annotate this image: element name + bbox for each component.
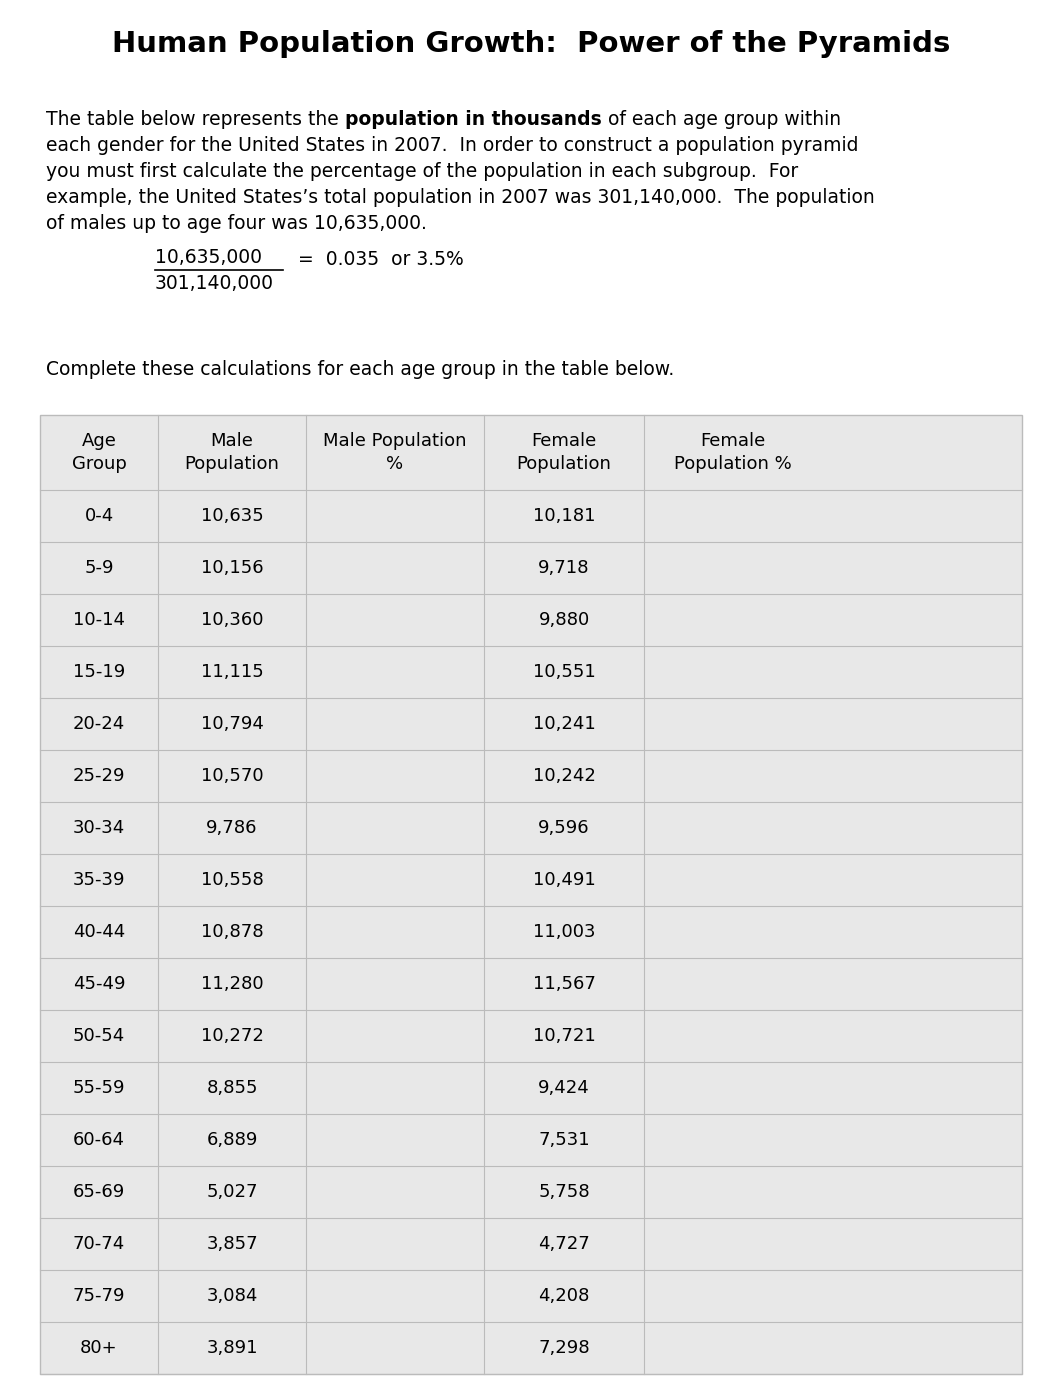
Text: Human Population Growth:  Power of the Pyramids: Human Population Growth: Power of the Py… bbox=[112, 30, 950, 58]
Text: 65-69: 65-69 bbox=[73, 1183, 125, 1201]
Text: 4,727: 4,727 bbox=[538, 1235, 589, 1253]
Text: 3,084: 3,084 bbox=[206, 1287, 258, 1305]
Text: 11,567: 11,567 bbox=[532, 975, 596, 993]
Text: 5,027: 5,027 bbox=[206, 1183, 258, 1201]
Text: 9,596: 9,596 bbox=[538, 819, 589, 837]
Text: population in thousands: population in thousands bbox=[345, 110, 601, 129]
Text: 60-64: 60-64 bbox=[73, 1131, 125, 1148]
Text: Male Population
%: Male Population % bbox=[323, 432, 467, 474]
Text: 10,635: 10,635 bbox=[201, 507, 263, 525]
Text: 11,115: 11,115 bbox=[201, 662, 263, 682]
Text: =  0.035  or 3.5%: = 0.035 or 3.5% bbox=[298, 251, 464, 269]
Text: 6,889: 6,889 bbox=[206, 1131, 258, 1148]
Bar bbox=[40, 414, 1022, 1374]
Text: of each age group within: of each age group within bbox=[601, 110, 841, 129]
Text: 301,140,000: 301,140,000 bbox=[155, 274, 274, 293]
Text: 10,491: 10,491 bbox=[533, 872, 596, 890]
Text: 50-54: 50-54 bbox=[73, 1027, 125, 1045]
Text: 75-79: 75-79 bbox=[73, 1287, 125, 1305]
Text: 10,241: 10,241 bbox=[533, 715, 596, 733]
Text: 9,786: 9,786 bbox=[206, 819, 258, 837]
Text: 10,558: 10,558 bbox=[201, 872, 263, 890]
Text: Female
Population: Female Population bbox=[516, 432, 612, 474]
Text: 10,721: 10,721 bbox=[533, 1027, 596, 1045]
Text: each gender for the United States in 2007.  In order to construct a population p: each gender for the United States in 200… bbox=[46, 136, 858, 156]
Text: 10,570: 10,570 bbox=[201, 767, 263, 785]
Text: 10,635,000: 10,635,000 bbox=[155, 248, 262, 267]
Text: 10,551: 10,551 bbox=[533, 662, 596, 682]
Text: 10,272: 10,272 bbox=[201, 1027, 263, 1045]
Text: 8,855: 8,855 bbox=[206, 1080, 258, 1097]
Text: 0-4: 0-4 bbox=[84, 507, 114, 525]
Text: The table below represents the: The table below represents the bbox=[46, 110, 345, 129]
Text: 70-74: 70-74 bbox=[73, 1235, 125, 1253]
Text: 10,794: 10,794 bbox=[201, 715, 263, 733]
Text: you must first calculate the percentage of the population in each subgroup.  For: you must first calculate the percentage … bbox=[46, 162, 799, 180]
Text: 5,758: 5,758 bbox=[538, 1183, 589, 1201]
Text: 9,880: 9,880 bbox=[538, 611, 589, 629]
Text: 10,156: 10,156 bbox=[201, 559, 263, 577]
Text: 9,718: 9,718 bbox=[538, 559, 589, 577]
Text: 10,878: 10,878 bbox=[201, 923, 263, 940]
Text: 30-34: 30-34 bbox=[73, 819, 125, 837]
Text: 40-44: 40-44 bbox=[73, 923, 125, 940]
Text: Complete these calculations for each age group in the table below.: Complete these calculations for each age… bbox=[46, 359, 674, 379]
Text: 4,208: 4,208 bbox=[538, 1287, 589, 1305]
Text: example, the United States’s total population in 2007 was 301,140,000.  The popu: example, the United States’s total popul… bbox=[46, 189, 875, 207]
Text: 7,531: 7,531 bbox=[538, 1131, 589, 1148]
Text: 10-14: 10-14 bbox=[73, 611, 125, 629]
Text: 35-39: 35-39 bbox=[73, 872, 125, 890]
Text: 25-29: 25-29 bbox=[73, 767, 125, 785]
Text: 11,003: 11,003 bbox=[533, 923, 595, 940]
Text: 80+: 80+ bbox=[81, 1338, 118, 1356]
Text: 11,280: 11,280 bbox=[201, 975, 263, 993]
Text: Male
Population: Male Population bbox=[185, 432, 279, 474]
Text: 9,424: 9,424 bbox=[538, 1080, 589, 1097]
Text: 7,298: 7,298 bbox=[538, 1338, 589, 1356]
Text: 3,857: 3,857 bbox=[206, 1235, 258, 1253]
Text: 45-49: 45-49 bbox=[73, 975, 125, 993]
Text: 15-19: 15-19 bbox=[73, 662, 125, 682]
Text: 10,242: 10,242 bbox=[532, 767, 596, 785]
Text: 55-59: 55-59 bbox=[73, 1080, 125, 1097]
Text: Age
Group: Age Group bbox=[71, 432, 126, 474]
Text: of males up to age four was 10,635,000.: of males up to age four was 10,635,000. bbox=[46, 213, 427, 233]
Text: 10,360: 10,360 bbox=[201, 611, 263, 629]
Text: 10,181: 10,181 bbox=[533, 507, 595, 525]
Text: 5-9: 5-9 bbox=[84, 559, 114, 577]
Text: Female
Population %: Female Population % bbox=[674, 432, 792, 474]
Text: 20-24: 20-24 bbox=[73, 715, 125, 733]
Bar bbox=[40, 414, 1022, 1374]
Text: 3,891: 3,891 bbox=[206, 1338, 258, 1356]
